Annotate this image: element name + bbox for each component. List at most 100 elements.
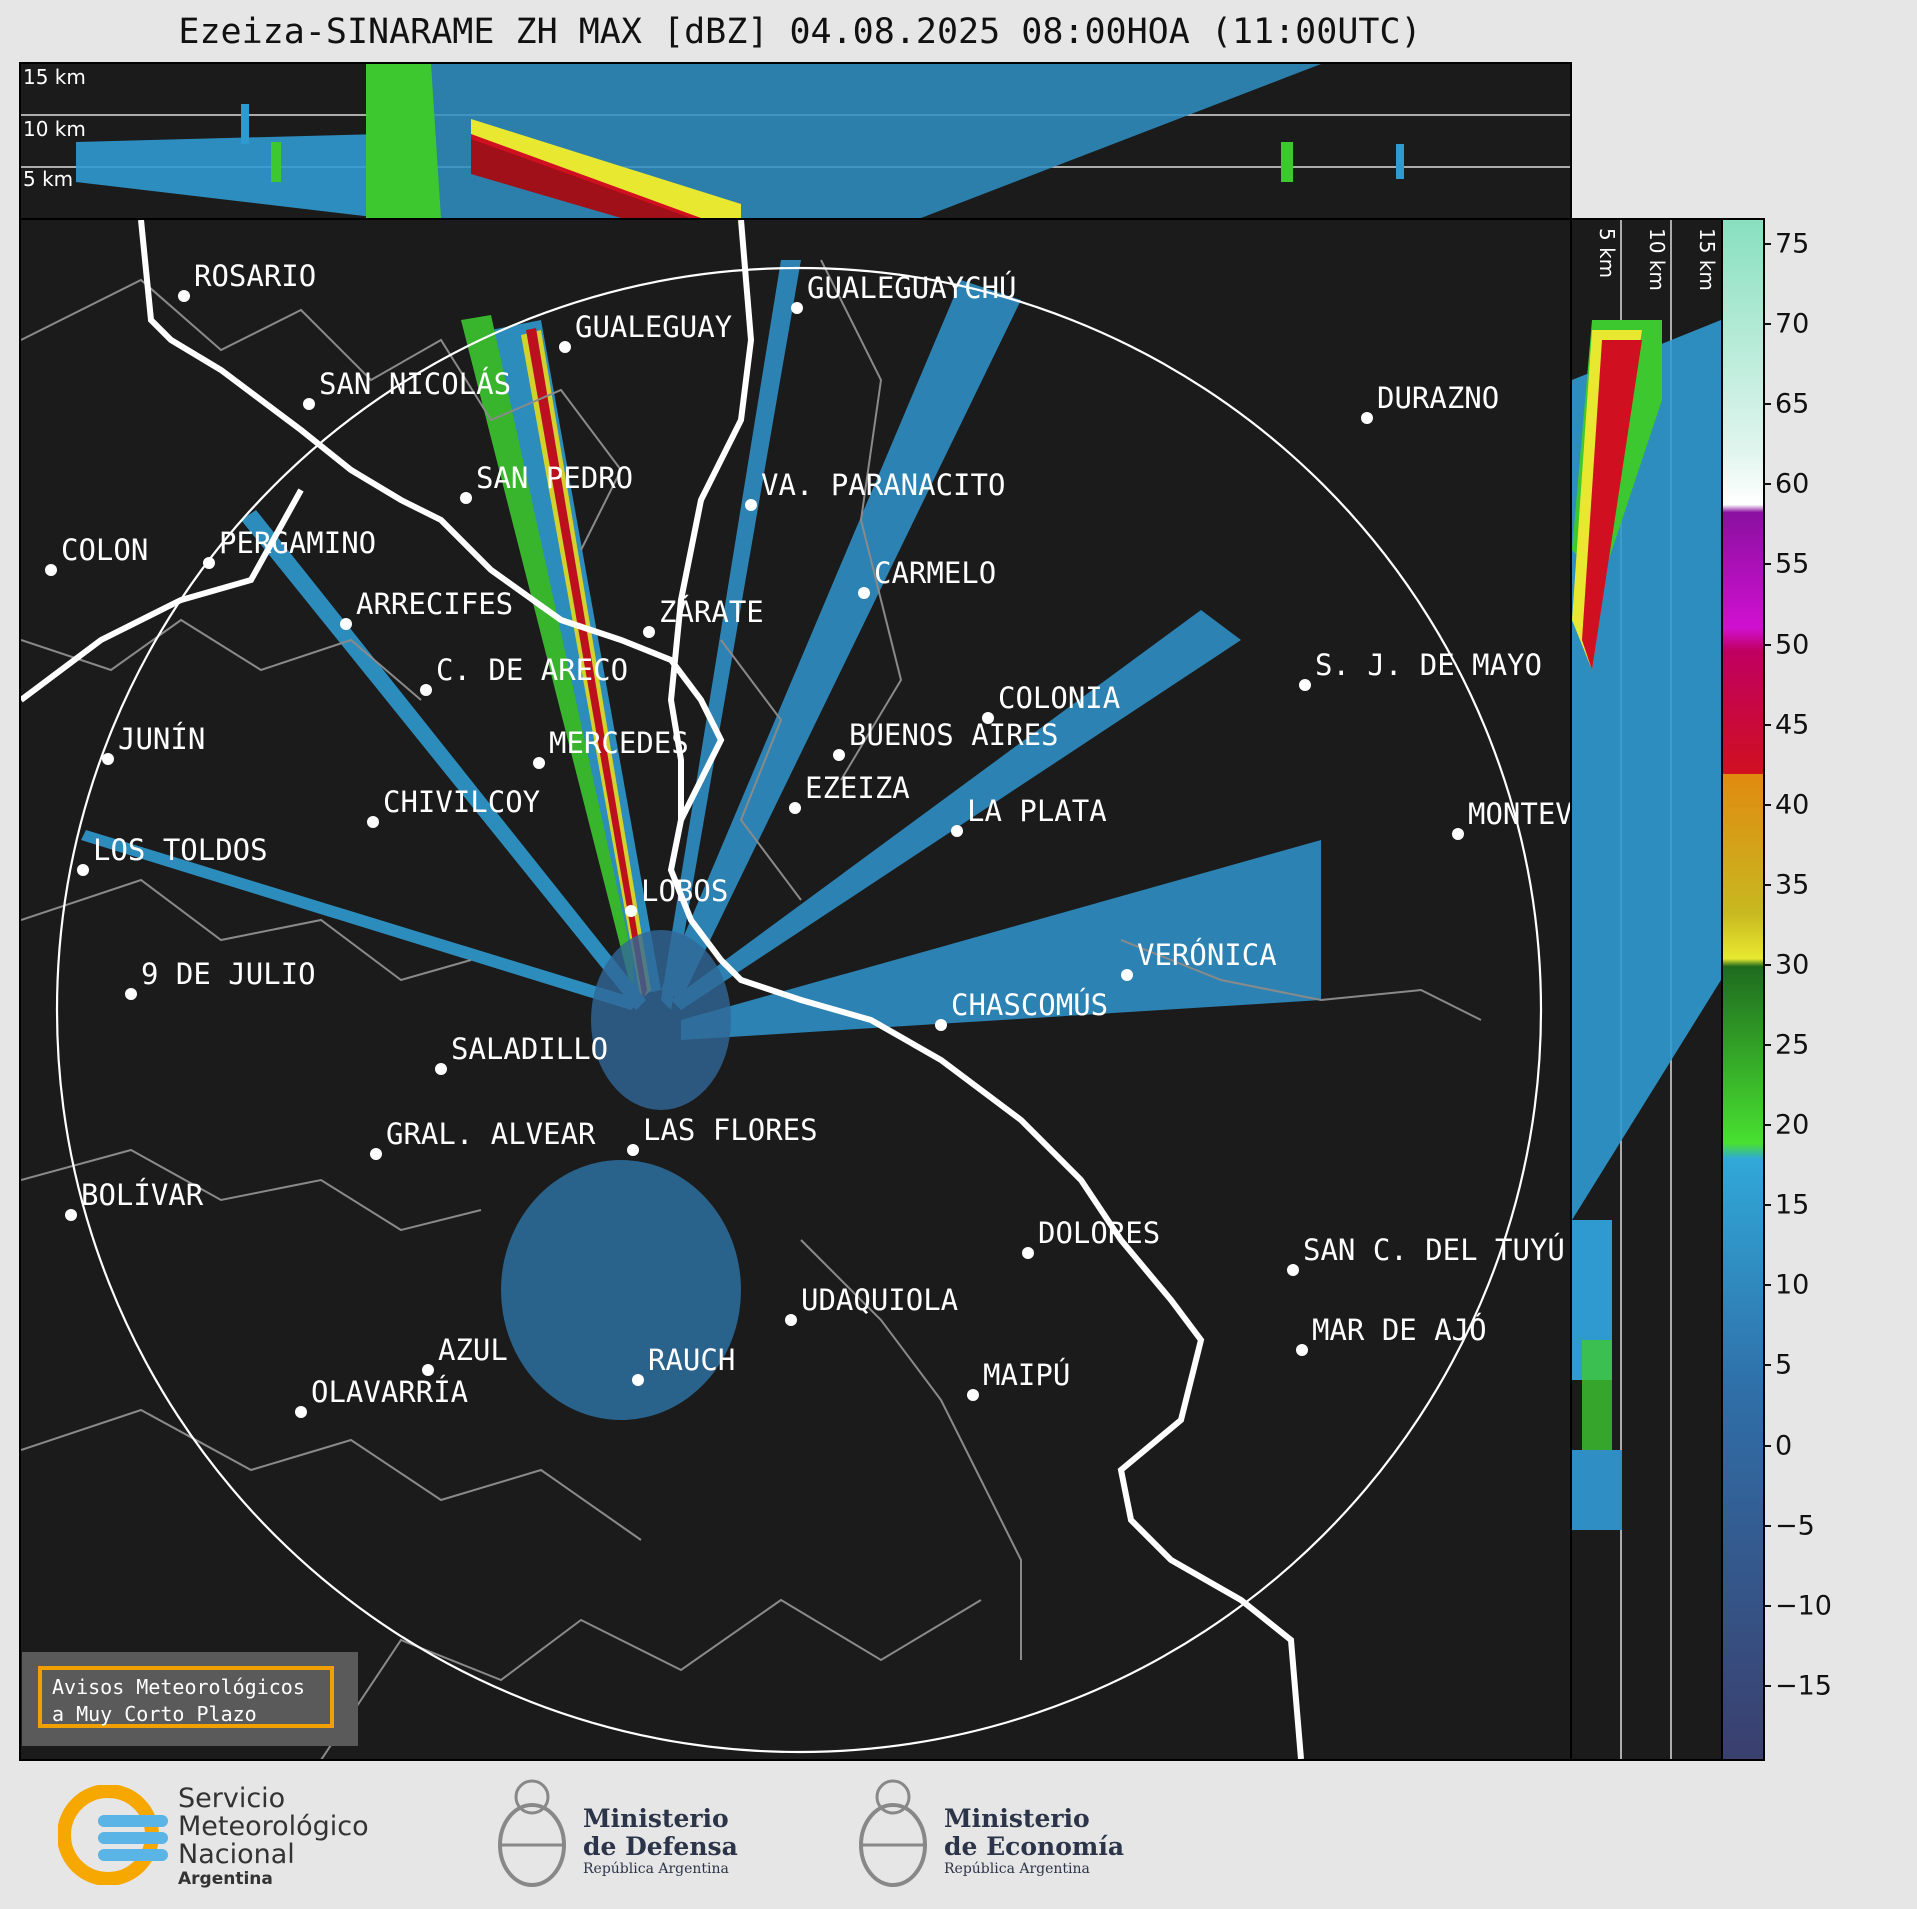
city-marker [967,1389,979,1401]
city-label: LOS TOLDOS [93,833,268,867]
city-label: MAR DE AJÓ [1312,1313,1487,1347]
city-marker [77,864,89,876]
city-label: VA. PARANACITO [761,468,1005,502]
colorbar-tick-label: 50 [1775,629,1810,660]
colorbar-tick-label: 45 [1775,709,1810,741]
colorbar-tick-label: 5 [1775,1349,1793,1381]
city-label: GUALEGUAYCHÚ [807,271,1017,305]
side-alt-15: 15 km [1695,228,1719,291]
defensa-line1: Ministerio [583,1804,729,1833]
colorbar [1721,218,1765,1761]
colorbar-tick-mark [1763,1364,1771,1367]
smn-line3: Nacional [178,1839,295,1870]
colorbar-tick-label: 20 [1775,1109,1810,1141]
city-marker [65,1209,77,1221]
city-marker [295,1406,307,1418]
city-label: C. DE ARECO [436,653,628,687]
radar-echoes [81,260,1321,1420]
city-label: UDAQUIOLA [801,1283,958,1317]
defensa-line2: de Defensa [583,1832,738,1861]
city-marker [422,1364,434,1376]
city-label: VERÓNICA [1137,938,1277,972]
colorbar-tick-label: 75 [1775,228,1810,260]
colorbar-tick-label: 70 [1775,308,1810,340]
colorbar-tick-label: −15 [1775,1670,1832,1702]
chart-title: Ezeiza-SINARAME ZH MAX [dBZ] 04.08.2025 … [178,12,1422,52]
colorbar-tick-mark [1763,1204,1771,1207]
economia-logo: Ministerio de Economía República Argenti… [856,1775,1156,1895]
colorbar-tick-mark [1763,723,1771,726]
city-label: LOBOS [641,874,728,908]
side-alt-5: 5 km [1595,228,1619,278]
colorbar-tick-label: 40 [1775,789,1810,821]
city-label: CHASCOMÚS [951,988,1108,1022]
defensa-line3: República Argentina [583,1861,729,1877]
city-marker [367,816,379,828]
city-label: RAUCH [648,1343,735,1377]
top-alt-10: 10 km [23,117,86,141]
city-marker [303,398,315,410]
colorbar-tick-label: −10 [1775,1590,1832,1622]
city-marker [533,757,545,769]
city-marker [178,290,190,302]
city-marker [789,802,801,814]
city-label: AZUL [438,1333,508,1367]
city-marker [643,626,655,638]
city-label: GUALEGUAY [575,310,732,344]
colorbar-tick-label: 55 [1775,548,1810,580]
city-label: LAS FLORES [643,1113,818,1147]
city-label: DOLORES [1038,1216,1160,1250]
defensa-logo: Ministerio de Defensa República Argentin… [495,1775,795,1895]
city-layer: ROSARIO GUALEGUAYCHÚ GUALEGUAY SAN NICOLÁS D… [45,259,1570,1418]
city-label: GRAL. ALVEAR [386,1117,596,1151]
city-marker [420,684,432,696]
colorbar-tick-label: 60 [1775,468,1810,500]
top-alt-15: 15 km [23,65,86,89]
city-label: ARRECIFES [356,587,513,621]
city-marker [1452,828,1464,840]
city-label: BOLÍVAR [81,1178,204,1212]
city-label: MAIPÚ [983,1358,1070,1392]
economia-line3: República Argentina [944,1861,1090,1877]
colorbar-tick-mark [1763,1044,1771,1046]
city-label: 9 DE JULIO [141,957,316,991]
city-marker [951,825,963,837]
colorbar-tick-mark [1763,323,1771,326]
city-label: PERGAMINO [219,526,376,560]
colorbar-tick-label: 65 [1775,388,1810,420]
radar-map: ROSARIO GUALEGUAYCHÚ GUALEGUAY SAN NICOLÁS D… [19,218,1572,1761]
city-label: COLON [61,533,148,567]
city-marker [1299,679,1311,691]
city-marker [125,988,137,1000]
city-marker [745,499,757,511]
colorbar-tick-mark [1763,883,1771,886]
city-marker [833,749,845,761]
city-label: SAN C. DEL TUYÚ [1303,1233,1565,1267]
colorbar-tick-mark [1763,563,1771,566]
colorbar-tick-mark [1763,643,1771,646]
city-marker [435,1063,447,1075]
city-marker [45,564,57,576]
city-marker [632,1374,644,1386]
colorbar-tick-label: 35 [1775,869,1810,901]
city-label: MONTEVIDEO [1468,797,1570,831]
avisos-link[interactable]: Avisos Meteorológicos a Muy Corto Plazo [38,1666,334,1728]
coat-of-arms-icon [859,1779,927,1887]
economia-line2: de Economía [944,1832,1125,1861]
city-marker [858,587,870,599]
avisos-line2: a Muy Corto Plazo [52,1702,257,1726]
city-marker [340,618,352,630]
colorbar-tick-mark [1763,1684,1771,1687]
colorbar-tick-mark [1763,1284,1771,1287]
city-marker [1287,1264,1299,1276]
city-label: CARMELO [874,556,996,590]
city-marker [460,492,472,504]
economia-line1: Ministerio [944,1804,1090,1833]
side-alt-10: 10 km [1645,228,1669,291]
colorbar-tick-mark [1763,403,1771,406]
avisos-box: Avisos Meteorológicos a Muy Corto Plazo [22,1652,358,1746]
colorbar-tick-label: 15 [1775,1189,1810,1221]
smn-line2: Meteorológico [178,1811,369,1842]
city-label: SAN NICOLÁS [319,367,511,401]
city-marker [370,1148,382,1160]
